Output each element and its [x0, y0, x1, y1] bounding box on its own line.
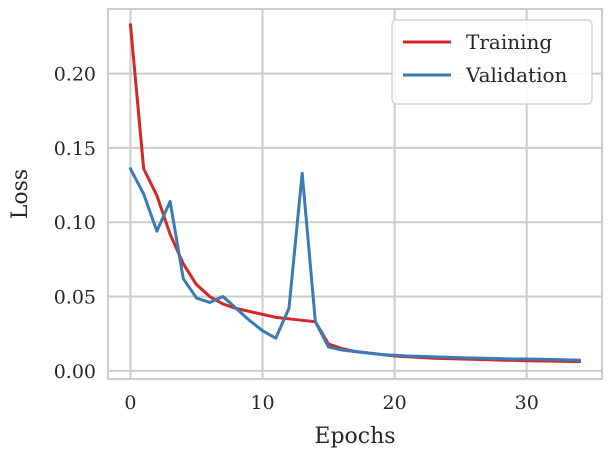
x-tick-label: 0 — [124, 392, 136, 414]
legend-label-training: Training — [466, 30, 552, 54]
x-tick-labels: 0 10 20 30 — [124, 392, 538, 414]
x-tick-label: 20 — [383, 392, 407, 414]
y-tick-label: 0.20 — [54, 64, 96, 86]
y-tick-label: 0.10 — [54, 212, 96, 234]
x-tick-label: 30 — [515, 392, 539, 414]
series-lines — [128, 23, 582, 364]
y-axis-title: Loss — [8, 169, 33, 219]
x-axis-title: Epochs — [314, 424, 395, 449]
y-tick-labels: 0.00 0.05 0.10 0.15 0.20 — [54, 64, 96, 383]
series-line-validation — [128, 167, 582, 362]
legend-label-validation: Validation — [465, 63, 568, 87]
y-tick-label: 0.15 — [54, 138, 96, 160]
y-tick-label: 0.05 — [54, 287, 96, 309]
x-tick-label: 10 — [250, 392, 274, 414]
legend: Training Validation — [391, 19, 593, 105]
plot-frame — [107, 8, 603, 380]
y-tick-label: 0.00 — [54, 361, 96, 383]
